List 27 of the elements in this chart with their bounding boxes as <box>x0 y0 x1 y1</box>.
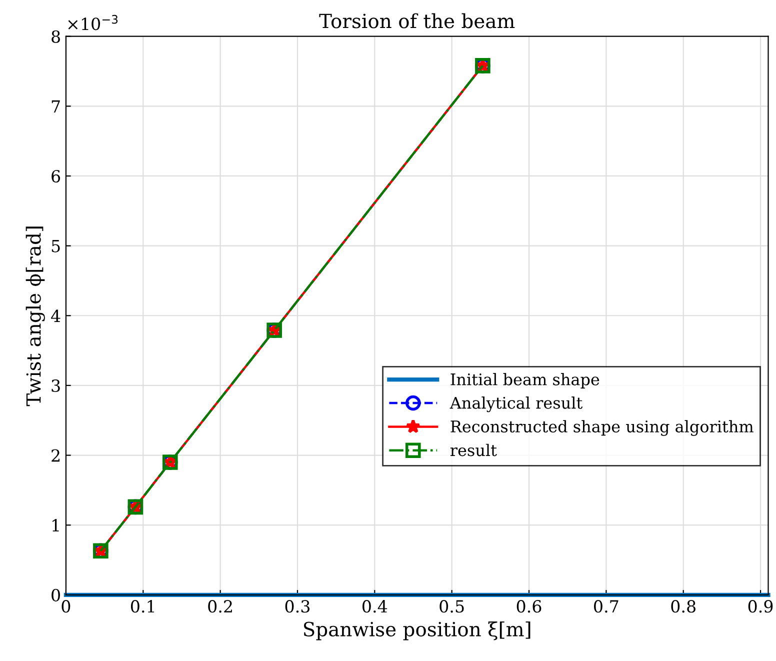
x-tick-label: 0.1 <box>130 600 154 613</box>
text: ×10$^{−3}$ <box>68 14 118 30</box>
x-axis-title: Spanwise position ξ[m] <box>304 621 530 640</box>
y-tick-label: 8 <box>52 30 60 43</box>
y-tick-label: 2 <box>52 449 60 462</box>
chart-title: Torsion of the beam <box>319 13 515 28</box>
y-tick-label: 1 <box>52 519 59 532</box>
y-tick-label: 6 <box>52 170 60 183</box>
x-tick-label: 0.2 <box>208 600 232 613</box>
x-tick-label: 0.3 <box>285 600 310 613</box>
x-tick-label: 0.7 <box>594 600 618 613</box>
legend-label: Reconstructed shape using algorithm <box>450 420 754 436</box>
x-tick-label: 0.5 <box>440 600 464 613</box>
x-tick-label: 0.6 <box>516 600 542 613</box>
x-tick-label: 0.4 <box>362 600 388 613</box>
y-tick-label: 3 <box>52 379 60 392</box>
y-tick-label: 5 <box>52 240 60 252</box>
x-tick-label: 0.9 <box>748 600 773 613</box>
legend-label: Analytical result <box>450 396 583 412</box>
y-axis-title: Twist angle ϕ[rad] <box>26 226 45 406</box>
x-tick-label: 0.8 <box>671 600 696 613</box>
y-tick-label: 4 <box>51 310 60 322</box>
y-tick-label: 7 <box>52 100 60 113</box>
y-tick-label: 0 <box>52 588 60 602</box>
legend-label: Initial beam shape <box>450 373 600 388</box>
x-tick-label: 0 <box>62 600 70 613</box>
legend-label: result <box>450 444 497 456</box>
